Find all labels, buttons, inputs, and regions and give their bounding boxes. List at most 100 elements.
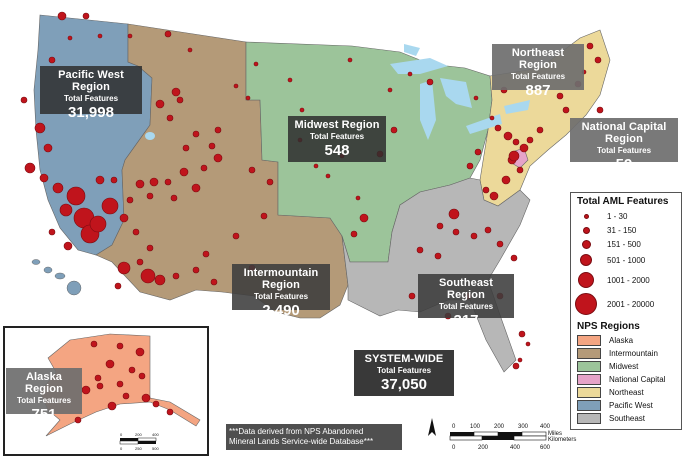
aml-feature-dot — [325, 173, 331, 179]
aml-feature-dot — [48, 56, 56, 64]
aml-feature-dots — [20, 11, 604, 424]
aml-feature-dot — [122, 392, 130, 400]
aml-feature-dot — [89, 215, 107, 233]
aml-feature-dot — [135, 179, 145, 189]
aml-feature-dot — [516, 166, 524, 174]
aml-feature-dot — [407, 71, 413, 77]
aml-feature-dot — [434, 252, 442, 260]
label-alaska: Alaska Region Total Features 751 — [6, 368, 82, 423]
aml-feature-dot — [154, 274, 166, 286]
scale-km-400: 400 — [510, 445, 521, 451]
great-salt-lake — [145, 132, 155, 140]
aml-feature-dot — [117, 261, 131, 275]
aml-feature-dot — [426, 78, 434, 86]
aml-feature-dot — [141, 393, 151, 403]
aml-feature-dot — [586, 42, 594, 50]
aml-feature-dot — [245, 95, 251, 101]
legend-class-1: 1 - 30 — [571, 209, 681, 223]
svg-text:250: 250 — [135, 446, 142, 451]
aml-feature-dot — [536, 126, 544, 134]
aml-feature-dot — [210, 278, 218, 286]
label-system-wide: SYSTEM-WIDE Total Features 37,050 — [354, 350, 454, 396]
aml-feature-dot — [24, 162, 36, 174]
aml-feature-dot — [59, 203, 73, 217]
aml-feature-dot — [128, 366, 136, 374]
legend-regions-title: NPS Regions — [577, 321, 640, 332]
data-note-box — [226, 424, 402, 450]
aml-feature-dot — [512, 138, 520, 146]
aml-feature-dot — [52, 182, 64, 194]
aml-feature-dot — [191, 183, 201, 193]
aml-feature-dot — [43, 143, 53, 153]
aml-feature-dot — [508, 150, 520, 162]
aml-feature-dot — [355, 195, 361, 201]
aml-feature-dot — [200, 164, 208, 172]
scale-miles-100: 100 — [470, 424, 481, 430]
aml-feature-dot — [172, 272, 180, 280]
aml-feature-dot — [119, 213, 129, 223]
aml-feature-dot — [512, 362, 520, 370]
aml-feature-dot — [67, 35, 73, 41]
great-lakes — [390, 44, 530, 140]
legend-class-4: 501 - 1000 — [571, 251, 681, 269]
aml-feature-dot — [82, 12, 90, 20]
aml-feature-dot — [213, 153, 223, 163]
aml-feature-dot — [182, 144, 190, 152]
legend-region-pacific-west: Pacific West — [577, 399, 681, 412]
aml-feature-dot — [116, 380, 124, 388]
aml-feature-dot — [152, 400, 160, 408]
legend-class-5: 1001 - 2000 — [571, 269, 681, 291]
label-northeast: Northeast Region Total Features 887 — [492, 44, 584, 99]
aml-feature-dot — [416, 246, 424, 254]
aml-feature-dot — [525, 341, 531, 347]
aml-feature-dot — [34, 122, 46, 134]
aml-feature-dot — [436, 222, 444, 230]
aml-feature-dot — [107, 401, 117, 411]
aml-feature-dot — [105, 359, 115, 369]
aml-feature-dot — [494, 124, 502, 132]
aml-feature-dot — [562, 106, 570, 114]
aml-feature-dot — [116, 342, 124, 350]
legend-region-alaska: Alaska — [577, 334, 681, 347]
label-pacific-west: Pacific West Region Total Features 31,99… — [40, 66, 142, 121]
aml-feature-dot — [408, 292, 416, 300]
aml-feature-dot — [166, 114, 174, 122]
aml-feature-dot — [248, 166, 256, 174]
aml-feature-dot — [510, 254, 518, 262]
aml-feature-dot — [164, 30, 172, 38]
aml-feature-dot — [176, 96, 184, 104]
aml-feature-dot — [171, 87, 181, 97]
aml-feature-dot — [63, 241, 73, 251]
legend-region-intermountain: Intermountain — [577, 347, 681, 360]
aml-feature-dot — [594, 56, 602, 64]
aml-feature-dot — [260, 212, 268, 220]
aml-feature-dot — [489, 191, 499, 201]
aml-feature-dot — [214, 126, 222, 134]
svg-text:200: 200 — [135, 432, 142, 437]
hawaii-islands — [31, 259, 82, 296]
aml-feature-dot — [149, 177, 159, 187]
aml-feature-dot — [519, 143, 529, 153]
svg-text:400: 400 — [152, 432, 159, 437]
svg-text:0: 0 — [120, 432, 123, 437]
aml-feature-dot — [97, 33, 103, 39]
aml-feature-dot — [48, 228, 56, 236]
scale-miles-0: 0 — [452, 424, 456, 430]
aml-feature-dot — [347, 57, 353, 63]
aml-feature-dot — [390, 126, 398, 134]
aml-feature-dot — [66, 186, 86, 206]
aml-feature-dot — [526, 136, 534, 144]
aml-feature-dot — [57, 11, 67, 21]
scale-km-200: 200 — [478, 445, 489, 451]
aml-feature-dot — [127, 33, 133, 39]
aml-feature-dot — [448, 208, 460, 220]
aml-feature-dot — [155, 99, 165, 109]
legend: Total AML Features 1 - 30 31 - 150 151 -… — [570, 192, 682, 430]
aml-feature-dot — [484, 226, 492, 234]
aml-feature-dot — [138, 372, 146, 380]
aml-feature-dot — [452, 228, 460, 236]
scale-km-600: 600 — [540, 445, 551, 451]
aml-feature-dot — [387, 87, 393, 93]
scale-miles-200: 200 — [494, 424, 505, 430]
aml-feature-dot — [466, 162, 474, 170]
